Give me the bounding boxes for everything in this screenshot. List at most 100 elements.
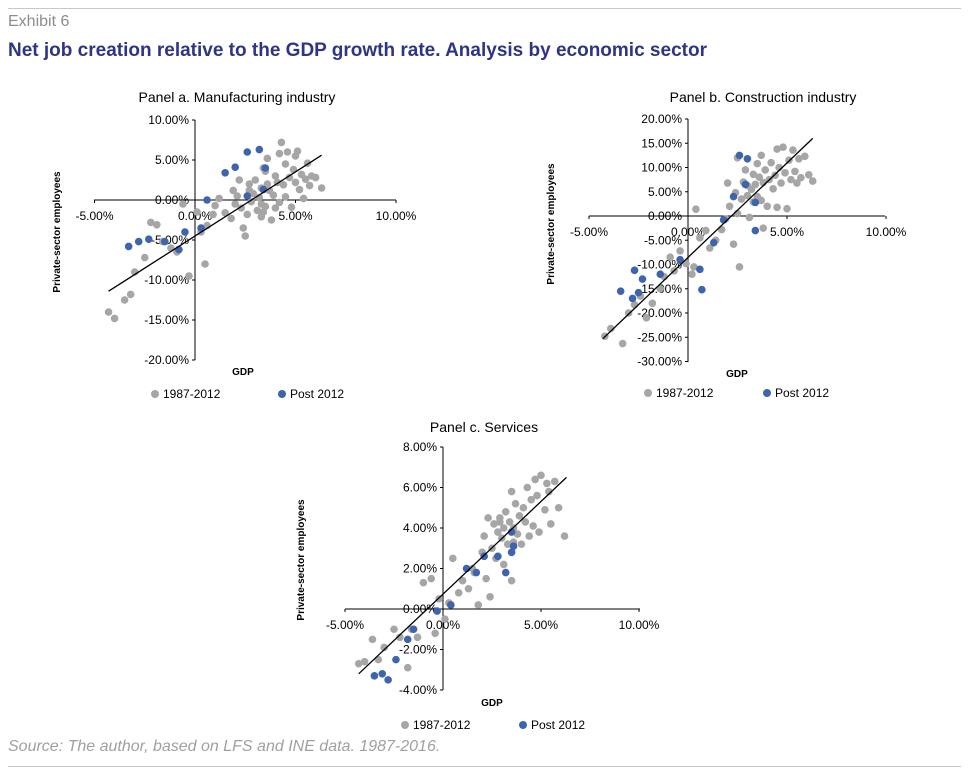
data-point: [253, 206, 262, 215]
data-point: [291, 178, 300, 187]
data-point: [804, 170, 813, 179]
data-point: [144, 235, 153, 243]
data-point: [787, 175, 795, 184]
data-point: [753, 159, 762, 168]
y-tick-label: 5.00%: [155, 153, 189, 167]
data-point: [293, 147, 302, 155]
data-point: [751, 226, 760, 235]
data-point: [616, 287, 625, 295]
data-point: [541, 505, 549, 514]
data-point: [543, 479, 551, 488]
data-point: [755, 173, 764, 181]
data-point: [317, 184, 326, 192]
data-point: [779, 143, 787, 151]
legend-label-post-2012: Post 2012: [290, 387, 344, 401]
data-point: [390, 625, 398, 634]
exhibit-label: Exhibit 6: [8, 13, 70, 30]
y-tick-label: -10.00%: [144, 273, 189, 287]
data-point: [110, 314, 119, 323]
data-point: [545, 487, 553, 496]
y-tick-label: 0.00%: [648, 209, 682, 223]
y-tick-label: 4.00%: [403, 521, 437, 535]
data-point: [221, 209, 229, 217]
top-divider: [8, 8, 961, 9]
y-tick-label: 8.00%: [403, 440, 437, 454]
data-point: [153, 221, 161, 229]
data-point: [433, 607, 441, 615]
data-point: [231, 200, 239, 208]
data-point: [413, 633, 422, 642]
y-axis-title: Private-sector employees: [52, 171, 63, 293]
data-point: [723, 179, 732, 187]
data-point: [120, 296, 129, 304]
data-point: [533, 491, 541, 500]
data-point: [501, 568, 510, 577]
trendline: [602, 137, 814, 340]
data-point: [243, 210, 252, 219]
data-point: [203, 196, 211, 204]
x-tick-label: 10.00%: [866, 225, 907, 239]
legend-marker-post-2012: [763, 389, 771, 397]
x-tick-label: 10.00%: [376, 209, 417, 223]
data-point: [511, 499, 520, 508]
y-tick-label: -25.00%: [637, 330, 682, 344]
data-point: [185, 272, 193, 280]
data-point: [725, 202, 734, 211]
data-point: [507, 576, 516, 585]
x-tick-label: 10.00%: [619, 618, 660, 632]
y-axis-title: Private-sector employees: [296, 499, 307, 621]
panel-title: Panel a. Manufacturing industry: [139, 89, 336, 105]
data-point: [267, 216, 276, 224]
data-point: [269, 191, 278, 199]
y-tick-label: -15.00%: [144, 313, 189, 327]
data-point: [702, 226, 710, 235]
data-point: [299, 194, 308, 203]
data-point: [193, 208, 201, 216]
y-tick-label: 5.00%: [648, 185, 682, 199]
data-point: [808, 177, 817, 185]
data-point: [287, 203, 296, 211]
data-point: [221, 169, 229, 177]
data-point: [126, 290, 135, 299]
data-point: [257, 213, 266, 221]
data-point: [789, 146, 797, 154]
source-note: Source: The author, based on LFS and INE…: [8, 738, 441, 755]
data-point: [140, 253, 149, 262]
data-point: [435, 595, 443, 603]
data-point: [271, 172, 280, 180]
data-point: [275, 198, 284, 207]
legend-label-post-2012: Post 2012: [531, 718, 585, 732]
data-point: [507, 487, 516, 496]
data-point: [688, 270, 696, 279]
data-point: [535, 528, 543, 536]
data-point: [509, 542, 518, 551]
panel-title: Panel c. Services: [430, 419, 538, 435]
bottom-divider: [8, 766, 961, 767]
y-tick-label: 20.00%: [641, 112, 682, 126]
legend-marker-post-2012: [519, 721, 527, 729]
x-axis-title: GDP: [726, 369, 748, 380]
data-point: [277, 138, 286, 147]
data-point: [507, 528, 516, 536]
data-point: [505, 518, 514, 526]
data-point: [243, 148, 252, 156]
data-point: [696, 234, 704, 242]
data-point: [494, 552, 502, 561]
data-point: [229, 186, 237, 195]
legend: 1987-2012 Post 2012: [151, 387, 344, 401]
x-tick-label: 5.00%: [770, 225, 804, 239]
data-point: [458, 576, 467, 585]
data-point: [676, 247, 684, 255]
data-point: [656, 270, 665, 279]
data-point: [751, 180, 760, 189]
data-point: [464, 584, 473, 593]
trendline: [108, 154, 322, 292]
data-point: [181, 228, 189, 236]
data-point: [801, 152, 809, 161]
data-point: [480, 532, 488, 540]
data-point: [197, 224, 205, 232]
data-point: [624, 309, 633, 317]
data-point: [104, 308, 113, 316]
data-point: [709, 238, 718, 247]
data-point: [179, 200, 187, 208]
